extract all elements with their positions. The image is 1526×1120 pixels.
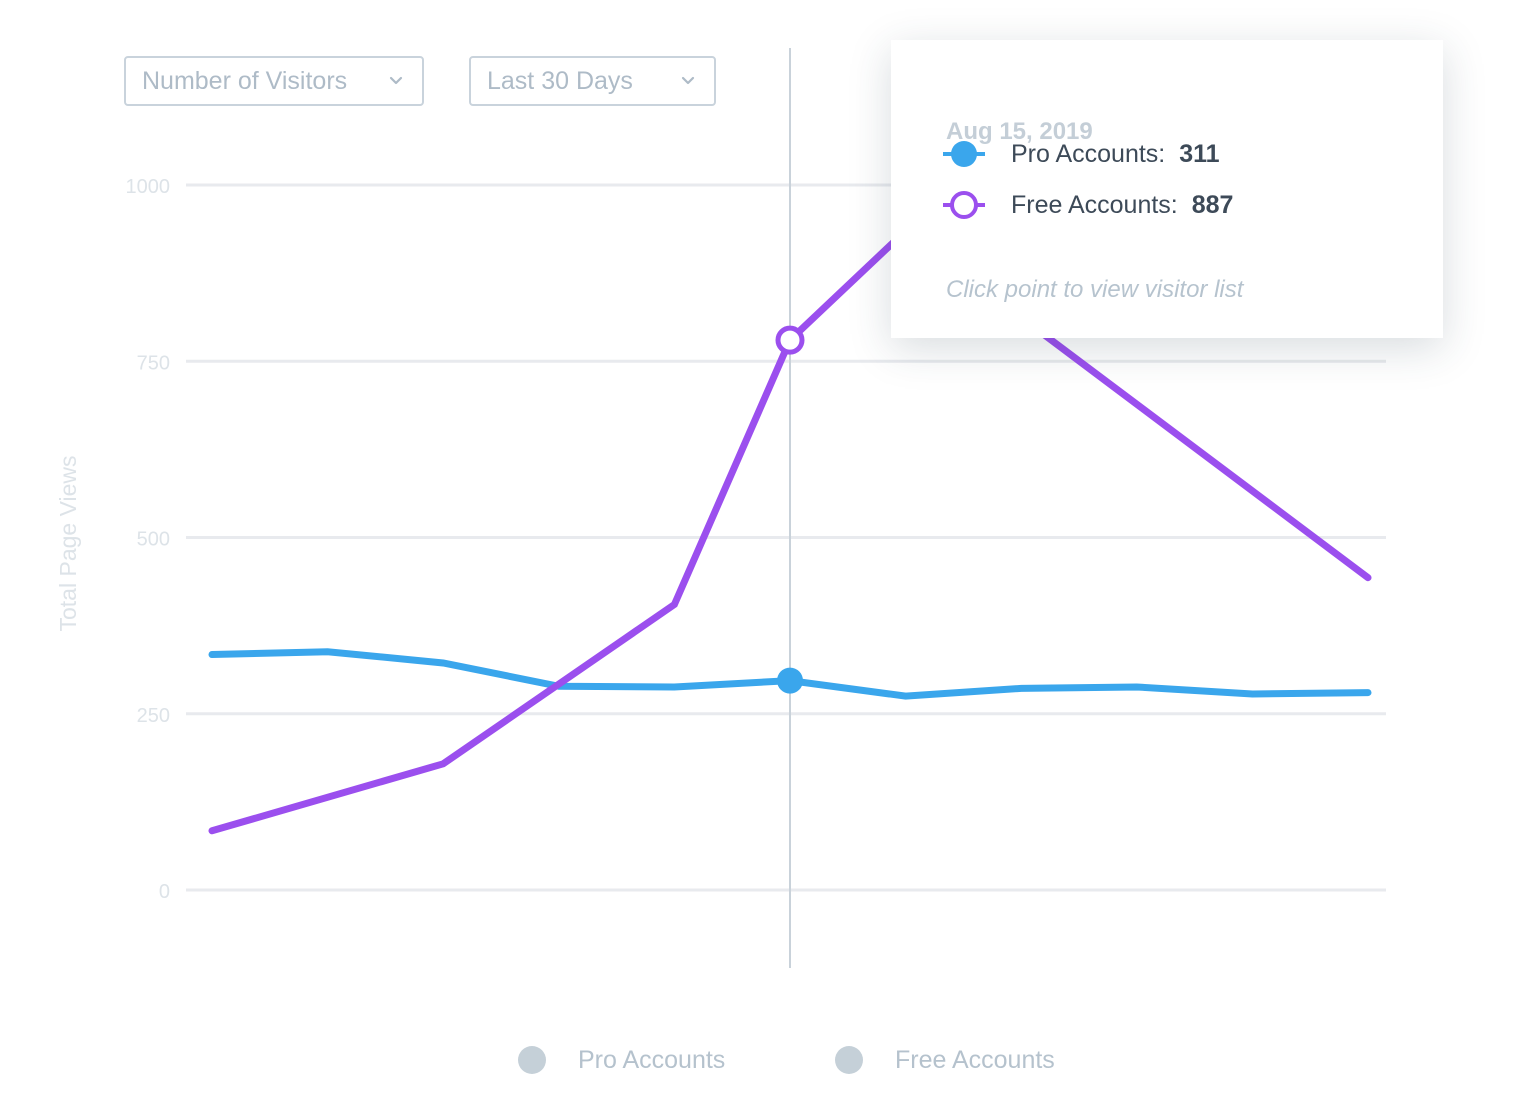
chevron-down-icon <box>678 71 698 91</box>
y-axis-label: Total Page Views <box>55 455 81 631</box>
free-highlight-point[interactable] <box>775 325 805 355</box>
y-tick-label: 1000 <box>126 176 171 198</box>
range-dropdown[interactable]: Last 30 Days <box>469 56 716 106</box>
tooltip-pro-label: Pro Accounts: <box>1011 139 1166 168</box>
legend-label-pro: Pro Accounts <box>578 1045 726 1074</box>
tooltip-free-label: Free Accounts: <box>1011 190 1178 219</box>
free-series-marker-icon <box>943 191 985 219</box>
tooltip-row-pro: Pro Accounts: 311 <box>941 134 1220 174</box>
data-tooltip: Aug 15, 2019 Pro Accounts: 311 Free Acco… <box>891 40 1443 338</box>
metric-dropdown[interactable]: Number of Visitors <box>124 56 424 106</box>
pro-highlight-point[interactable] <box>777 667 803 694</box>
y-tick-label: 250 <box>137 705 170 727</box>
tooltip-row-free: Free Accounts: 887 <box>941 185 1233 225</box>
y-tick-label: 500 <box>137 529 170 551</box>
tooltip-hint: Click point to view visitor list <box>946 276 1244 303</box>
legend-item-free[interactable]: Free Accounts <box>835 1040 1055 1080</box>
legend-label-free: Free Accounts <box>895 1045 1055 1074</box>
tooltip-free-value: 887 <box>1191 190 1234 219</box>
legend-item-pro[interactable]: Pro Accounts <box>518 1040 725 1080</box>
legend-dot-icon <box>835 1046 863 1074</box>
y-tick-label: 0 <box>159 881 170 903</box>
tooltip-date: Aug 15, 2019 <box>946 118 1093 145</box>
grid-lines <box>186 183 1386 892</box>
range-dropdown-value: Last 30 Days <box>487 66 633 95</box>
tooltip-pro-value: 311 <box>1179 139 1220 168</box>
metric-dropdown-value: Number of Visitors <box>142 66 348 95</box>
y-tick-label: 750 <box>137 352 170 374</box>
pro-series-marker-icon <box>943 141 985 167</box>
highlight-points[interactable] <box>775 325 805 694</box>
legend-dot-icon <box>518 1046 546 1074</box>
chevron-down-icon <box>386 71 406 91</box>
y-axis-ticks: 0 250 500 750 1000 <box>126 176 171 903</box>
